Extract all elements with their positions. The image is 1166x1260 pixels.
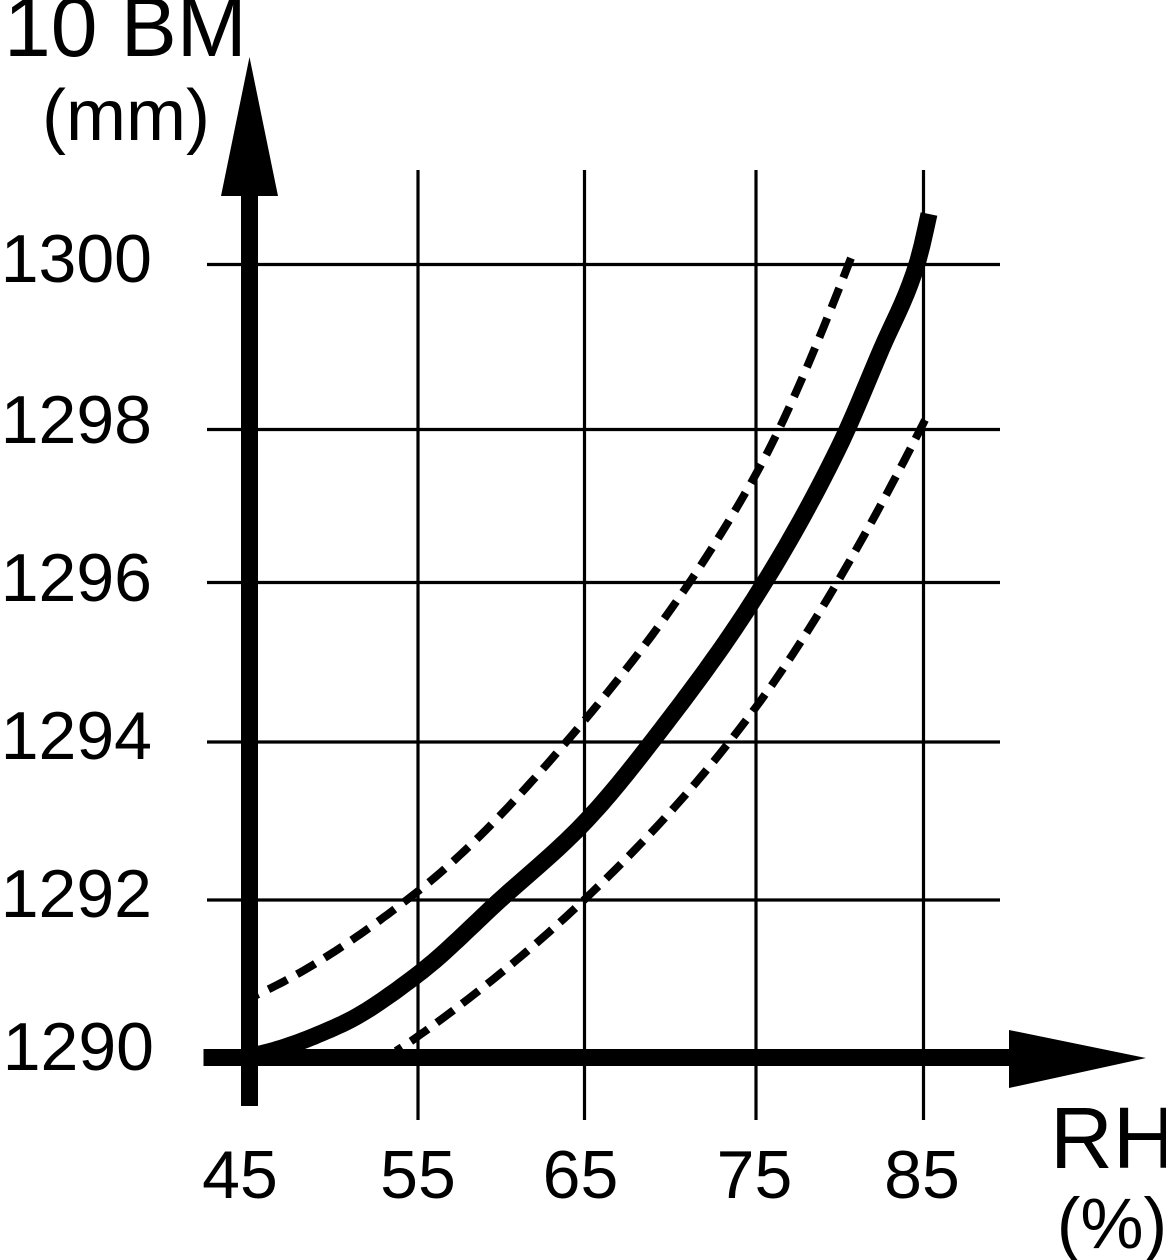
svg-text:1290: 1290 — [3, 1009, 154, 1085]
svg-text:(%): (%) — [1057, 1185, 1166, 1260]
svg-text:55: 55 — [380, 1137, 456, 1213]
svg-text:10 BM: 10 BM — [4, 0, 247, 74]
svg-text:65: 65 — [543, 1137, 619, 1213]
svg-text:1292: 1292 — [1, 856, 152, 932]
svg-text:1296: 1296 — [1, 540, 152, 616]
svg-text:RH: RH — [1050, 1090, 1166, 1187]
svg-text:1294: 1294 — [1, 698, 152, 774]
svg-text:1298: 1298 — [1, 382, 152, 458]
svg-text:85: 85 — [884, 1137, 960, 1213]
svg-text:75: 75 — [717, 1137, 793, 1213]
svg-text:1300: 1300 — [1, 221, 152, 297]
svg-text:45: 45 — [202, 1137, 278, 1213]
svg-text:(mm): (mm) — [42, 76, 210, 156]
